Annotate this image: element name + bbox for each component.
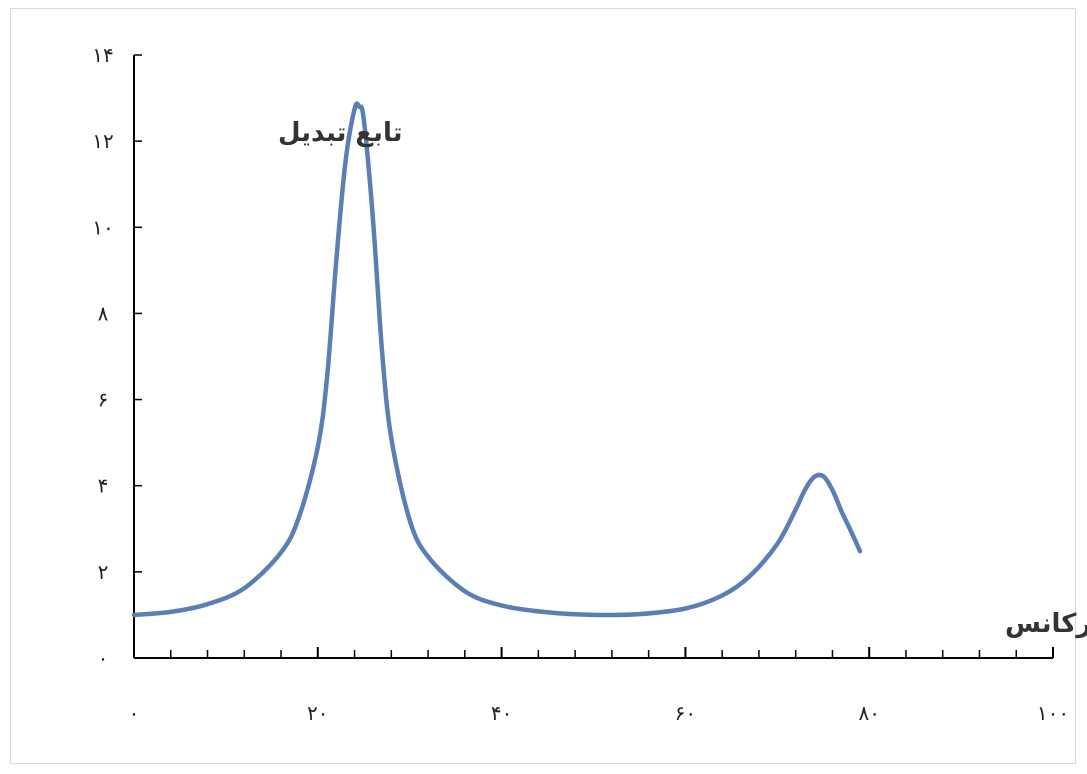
x-tick-label: ۴۰ xyxy=(491,701,512,725)
y-tick-label: ۰ xyxy=(98,646,109,670)
y-axis-title: تابع تبدیل xyxy=(278,118,402,148)
y-tick-label: ۴ xyxy=(98,474,109,498)
x-axis-title: فرکانس xyxy=(1005,609,1087,639)
x-tick-label: ۲۰ xyxy=(307,701,328,725)
x-tick-label: ۱۰۰ xyxy=(1037,701,1069,725)
y-tick-label: ۸ xyxy=(98,301,109,325)
y-tick-label: ۱۲ xyxy=(92,129,113,153)
plot-area: ۰ ۲۰ ۴۰ ۶۰ ۸۰ ۱۰۰ ۰ ۲ ۴ ۶ ۸ ۱۰ ۱۲ ۱۴ xyxy=(92,43,1069,725)
chart-frame xyxy=(10,8,1076,764)
series-line xyxy=(131,101,863,618)
x-tick-label: ۰ xyxy=(129,701,140,725)
y-tick-label: ۱۰ xyxy=(92,215,113,239)
y-tick-label: ۲ xyxy=(98,560,109,584)
x-tick-label: ۸۰ xyxy=(858,701,879,725)
y-tick-label: ۶ xyxy=(98,388,109,412)
y-tick-label: ۱۴ xyxy=(92,43,113,67)
x-tick-label: ۶۰ xyxy=(675,701,696,725)
